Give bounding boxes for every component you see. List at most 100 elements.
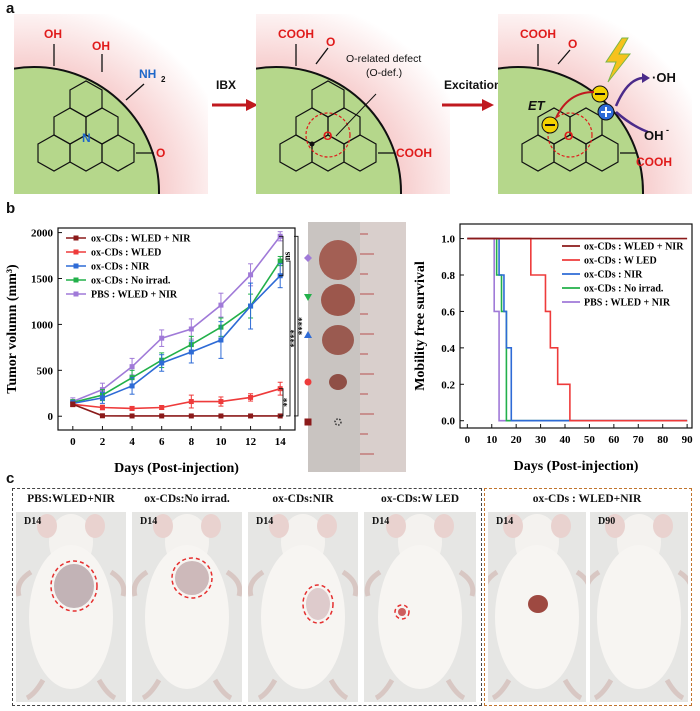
day-label: D14 (496, 516, 514, 527)
x-tick-label: 10 (215, 436, 227, 448)
data-point (188, 349, 194, 355)
x-tick-label: 4 (129, 436, 135, 448)
data-point (99, 395, 105, 401)
legend-marker (73, 277, 79, 283)
y-tick-label: 500 (37, 365, 54, 377)
legend-label: PBS : WLED + NIR (584, 298, 671, 309)
tumor-photo-markers (304, 254, 312, 426)
group-marker (304, 378, 312, 386)
mouse-photo (247, 512, 359, 702)
x-tick-label: 14 (275, 436, 287, 448)
significance-label: ** (282, 397, 292, 407)
scheme-excited-cd: COOH O O ET ·OH OH - COOH (498, 14, 692, 194)
et-label: ET (528, 98, 546, 113)
data-point (129, 405, 135, 411)
x-tick-label: 12 (245, 436, 257, 448)
treated-mouse-d14 (481, 512, 593, 707)
excised-tumor-photo (308, 222, 406, 472)
data-point (188, 399, 194, 405)
legend-label: ox-CDs : No irrad. (91, 276, 171, 287)
mouse-photo (583, 512, 695, 702)
excited-carbon-dot-illustration: COOH O O ET ·OH OH - COOH (498, 14, 692, 194)
x-axis-label: Days (Post-injection) (114, 461, 239, 476)
panel-b-label: b (6, 200, 16, 217)
legend-label: ox-CDs : No irrad. (584, 284, 664, 295)
defect-o: O (323, 129, 332, 143)
day-label: D90 (598, 516, 616, 527)
significance-bracket (279, 235, 284, 277)
oh-group-1: OH (44, 27, 62, 41)
series-line (72, 260, 281, 404)
data-point (218, 413, 224, 419)
data-point (159, 360, 165, 366)
arrow-excitation-label: Excitation (444, 78, 502, 92)
group-caption: ox-CDs:No irrad. (144, 493, 230, 505)
mouse-image (131, 512, 243, 707)
data-point (159, 335, 165, 341)
treated-group-frame (484, 488, 692, 706)
y-tick-label: 0.8 (441, 270, 455, 282)
arrow-excitation (442, 99, 494, 111)
mouse-image (15, 512, 127, 707)
legend-label: PBS : WLED + NIR (91, 290, 178, 301)
y-tick-label: 2000 (31, 228, 54, 240)
x-tick-label: 40 (560, 434, 572, 446)
data-point (248, 413, 254, 419)
legend-marker (73, 263, 79, 269)
legend-marker (73, 249, 79, 255)
pyridinic-n: N (82, 131, 91, 145)
cooh-group-1: COOH (278, 27, 314, 41)
data-point (188, 326, 194, 332)
panel-a-label: a (6, 0, 15, 17)
mouse-photo (131, 512, 243, 702)
y-tick-label: 0.4 (441, 343, 455, 355)
y-tick-label: 0 (48, 411, 54, 423)
y-tick-label: 1000 (31, 319, 54, 331)
defect-abbr: (O-def.) (366, 67, 402, 79)
x-tick-label: 0 (70, 436, 76, 448)
y-tick-label: 1.0 (441, 234, 455, 246)
data-point (248, 272, 254, 278)
carbonyl-o-top: O (568, 37, 577, 51)
significance-bracket (294, 235, 299, 417)
significance-bracket (286, 260, 291, 417)
group-marker (304, 331, 312, 338)
x-tick-label: 70 (633, 434, 645, 446)
oxidized-carbon-dot-illustration: COOH O O O-related defect (O-def.) COOH (256, 14, 450, 194)
data-point (277, 258, 283, 264)
x-tick-label: 8 (189, 436, 195, 448)
scheme-pristine-cd: OH OH NH 2 N O (14, 14, 208, 194)
cooh-group-2: COOH (396, 146, 432, 160)
nh2-group: NH (139, 67, 156, 81)
y-axis-label: Mobility free survival (413, 261, 428, 391)
x-tick-label: 80 (657, 434, 669, 446)
legend-marker (73, 235, 79, 241)
legend-label: ox-CDs : W LED (584, 256, 657, 267)
y-tick-label: 1500 (31, 274, 54, 286)
treated-mouse-d90 (583, 512, 695, 707)
x-tick-label: 10 (486, 434, 498, 446)
survival-plot: 0.0 0.2 0.4 0.6 0.8 1.0 0 10 20 30 40 50 60 70 80 90 Day… (413, 223, 693, 474)
survival-chart: 0.0 0.2 0.4 0.6 0.8 1.0 0 10 20 30 40 50 60 70 80 90 Day… (404, 210, 700, 485)
hydroxyl-radical-label: ·OH (652, 70, 676, 85)
data-point (129, 413, 135, 419)
group-marker (304, 254, 312, 262)
defect-o: O (564, 129, 573, 143)
panel-c-label: c (6, 470, 15, 487)
carbonyl-o: O (156, 146, 165, 160)
y-tick-label: 0.0 (441, 416, 455, 428)
mouse-photo (15, 512, 127, 702)
nh2-subscript: 2 (161, 75, 166, 84)
x-tick-label: 30 (535, 434, 547, 446)
mouse-image (247, 512, 359, 707)
tumor-volume-chart: 0 500 1000 1500 2000 0 2 4 6 8 10 12 14 Days (Post-in… (0, 210, 312, 485)
group-caption: ox-CDs:W LED (380, 493, 460, 505)
survival-curve (467, 237, 688, 422)
arrow-ibx-label: IBX (216, 78, 237, 92)
x-tick-label: 50 (584, 434, 596, 446)
significance-label: **** (289, 329, 299, 348)
mouse-image (364, 512, 476, 707)
x-tick-label: 0 (465, 434, 471, 446)
x-tick-label: 20 (511, 434, 522, 446)
data-point (159, 413, 165, 419)
